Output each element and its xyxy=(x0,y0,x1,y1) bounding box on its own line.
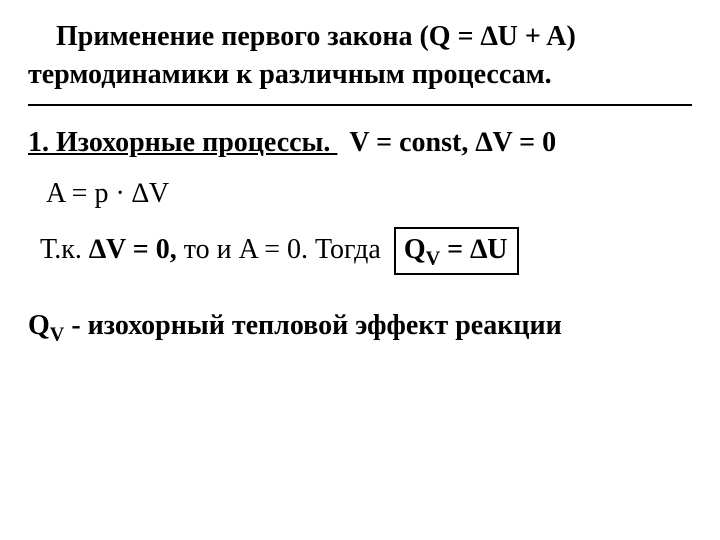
title-line-1: Применение первого закона (Q = ∆U + A) xyxy=(56,21,576,52)
work-equation-text: A = p · ∆V xyxy=(46,178,169,209)
derivation-prefix: Т.к. xyxy=(40,234,89,265)
derivation-dv-zero: ∆V = 0, xyxy=(89,234,177,265)
title-line-2: термодинамики к различным процессам. xyxy=(28,59,552,90)
section-condition: V = const, ∆V = 0 xyxy=(349,127,556,158)
section-heading: 1. Изохорные процессы. xyxy=(28,127,337,158)
section-line: 1. Изохорные процессы. V = const, ∆V = 0 xyxy=(28,124,692,162)
title-divider xyxy=(28,104,692,106)
slide-title: Применение первого закона (Q = ∆U + A) т… xyxy=(28,18,692,94)
definition-line: QV - изохорный тепловой эффект реакции xyxy=(28,307,692,345)
boxed-result: QV = ∆U xyxy=(394,227,520,275)
derivation-mid: то и A = 0. Тогда xyxy=(177,234,388,265)
definition-text: - изохорный тепловой эффект реакции xyxy=(71,310,561,341)
boxed-q: Q xyxy=(404,234,426,265)
boxed-eq-du: = ∆U xyxy=(440,234,507,265)
work-equation: A = p · ∆V xyxy=(46,175,692,213)
boxed-sub-v: V xyxy=(426,248,441,270)
definition-sub-v: V xyxy=(50,324,65,346)
derivation-line: Т.к. ∆V = 0, то и A = 0. Тогда QV = ∆U xyxy=(40,227,692,275)
definition-q: Q xyxy=(28,310,50,341)
